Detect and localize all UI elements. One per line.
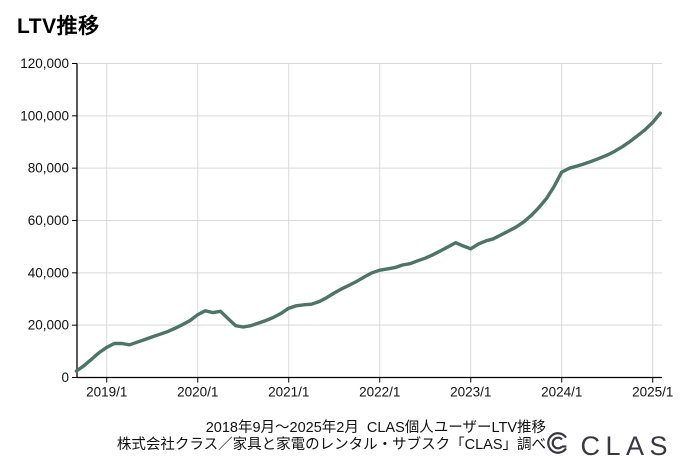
caption-line-1: 2018年9月〜2025年2月 CLAS個人ユーザーLTV推移 [205,420,546,436]
ltv-line-chart: 0 20,000 40,000 60,000 80,000 100,000 120,000 2… [20,56,673,400]
caption-line-2: 株式会社クラス／家具と家電のレンタル・サブスク「CLAS」調べ [116,436,546,453]
svg-text:2024/1: 2024/1 [541,385,582,400]
svg-text:2025/1: 2025/1 [632,385,673,400]
svg-text:80,000: 80,000 [28,161,69,176]
svg-text:2023/1: 2023/1 [450,385,491,400]
svg-text:0: 0 [61,370,69,385]
svg-text:2020/1: 2020/1 [177,385,218,400]
svg-text:2022/1: 2022/1 [359,385,400,400]
clas-logo-text: CLAS [580,430,673,461]
svg-text:60,000: 60,000 [28,213,69,228]
svg-text:20,000: 20,000 [28,318,69,333]
clas-logo: CLAS [543,428,673,463]
svg-text:40,000: 40,000 [28,265,69,280]
chart-title: LTV推移 [17,15,100,38]
svg-text:120,000: 120,000 [20,56,69,71]
svg-text:100,000: 100,000 [20,108,69,123]
svg-text:2019/1: 2019/1 [86,385,127,400]
source-caption: 2018年9月〜2025年2月 CLAS個人ユーザーLTV推移 株式会社クラス／… [0,420,546,453]
chart-area: 0 20,000 40,000 60,000 80,000 100,000 120,000 2… [20,56,673,400]
svg-text:2021/1: 2021/1 [268,385,309,400]
clas-logo-icon [543,428,573,463]
